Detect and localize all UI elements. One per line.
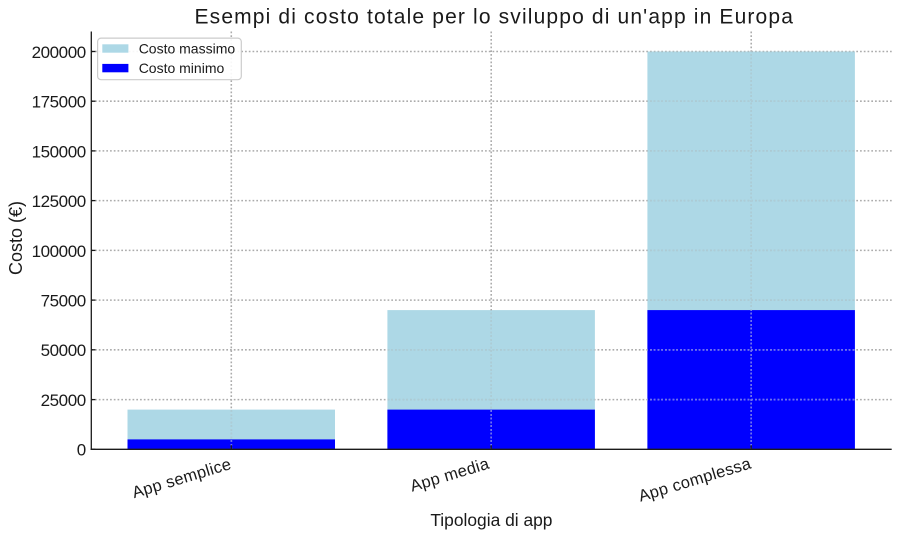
- svg-text:100000: 100000: [32, 242, 86, 261]
- svg-text:25000: 25000: [41, 391, 86, 410]
- svg-text:Esempi di costo totale per lo: Esempi di costo totale per lo sviluppo d…: [195, 6, 795, 29]
- svg-text:75000: 75000: [41, 292, 86, 311]
- svg-text:Costo massimo: Costo massimo: [139, 41, 236, 57]
- svg-text:Costo (€): Costo (€): [6, 201, 26, 275]
- svg-text:Tipologia di app: Tipologia di app: [430, 510, 552, 530]
- svg-text:200000: 200000: [32, 43, 86, 62]
- svg-text:175000: 175000: [32, 93, 86, 112]
- svg-text:50000: 50000: [41, 341, 86, 360]
- svg-text:0: 0: [77, 441, 86, 460]
- svg-text:150000: 150000: [32, 142, 86, 161]
- svg-text:125000: 125000: [32, 192, 86, 211]
- svg-text:Costo minimo: Costo minimo: [139, 60, 225, 76]
